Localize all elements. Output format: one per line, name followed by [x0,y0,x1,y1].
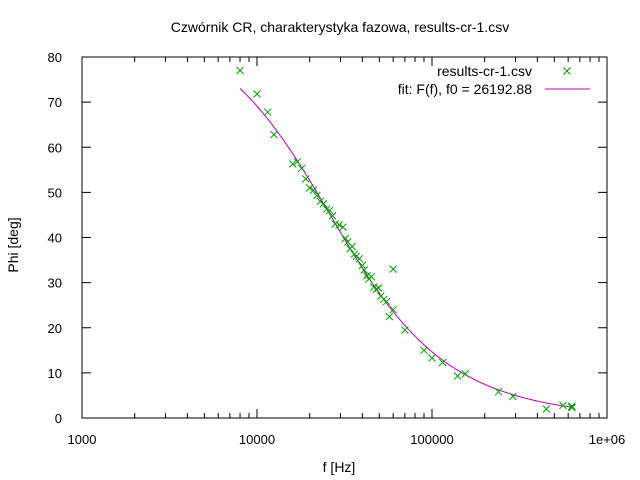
data-point [297,164,306,173]
legend-label-fit: fit: F(f), f0 = 26192.88 [398,81,532,97]
data-point [401,326,409,334]
data-point [270,130,278,139]
y-tick-label: 20 [48,321,62,336]
data-point [288,160,297,168]
data-point [236,66,244,75]
x-tick-label: 100000 [410,432,453,447]
fit-layer [239,88,572,408]
data-point [360,266,369,274]
legend: results-cr-1.csv fit: F(f), f0 = 26192.88 [398,63,590,97]
data-point [253,90,261,98]
data-points-layer [236,66,576,413]
legend-marker-data [563,67,571,75]
data-point [325,206,334,215]
data-point [372,285,381,294]
data-point [263,108,272,116]
y-axis-label: Phi [deg] [5,217,21,272]
data-point [374,284,383,292]
data-point [389,265,398,273]
chart-title: Czwórnik CR, charakterystyka fazowa, res… [171,19,509,35]
data-point [341,234,350,243]
data-point [309,186,318,194]
x-axis-label: f [Hz] [323,459,356,475]
data-point [509,392,517,401]
data-point [348,242,357,251]
data-point [328,211,337,220]
data-point [339,223,347,231]
y-tick-label: 60 [48,140,62,155]
fit-curve [239,88,572,408]
data-point [355,254,364,263]
plot-frame [81,56,608,419]
axes: 1000 10000 100000 1e+06 0 10 20 30 40 50 60 70 80 [48,50,626,447]
data-point [568,403,576,412]
data-point [568,402,576,411]
y-tick-label: 50 [48,185,62,200]
y-tick-label: 0 [55,411,62,426]
legend-label-data: results-cr-1.csv [437,63,532,79]
data-point [420,346,428,355]
y-tick-label: 10 [48,366,62,381]
y-tick-label: 70 [48,95,62,110]
data-point [389,305,398,314]
data-point [335,221,344,229]
data-point [382,297,391,306]
data-point [428,354,436,362]
x-tick-label: 10000 [239,432,275,447]
data-point [301,174,310,183]
data-point [319,199,328,208]
data-point [385,312,394,321]
data-point [367,272,376,281]
data-point [461,369,470,378]
data-point [313,191,321,200]
data-point [542,405,551,413]
y-axis-label-group: Phi [deg] [5,217,21,272]
data-point [494,387,503,396]
y-tick-label: 40 [48,231,62,246]
data-point [453,372,462,380]
x-tick-label: 1e+06 [589,432,626,447]
y-tick-label: 80 [48,50,62,65]
data-point [293,157,302,166]
y-tick-label: 30 [48,276,62,291]
data-point [358,261,367,270]
data-point [559,401,567,410]
data-point [305,184,314,192]
data-point [316,197,325,206]
x-tick-label: 1000 [68,432,97,447]
data-point [438,358,447,367]
